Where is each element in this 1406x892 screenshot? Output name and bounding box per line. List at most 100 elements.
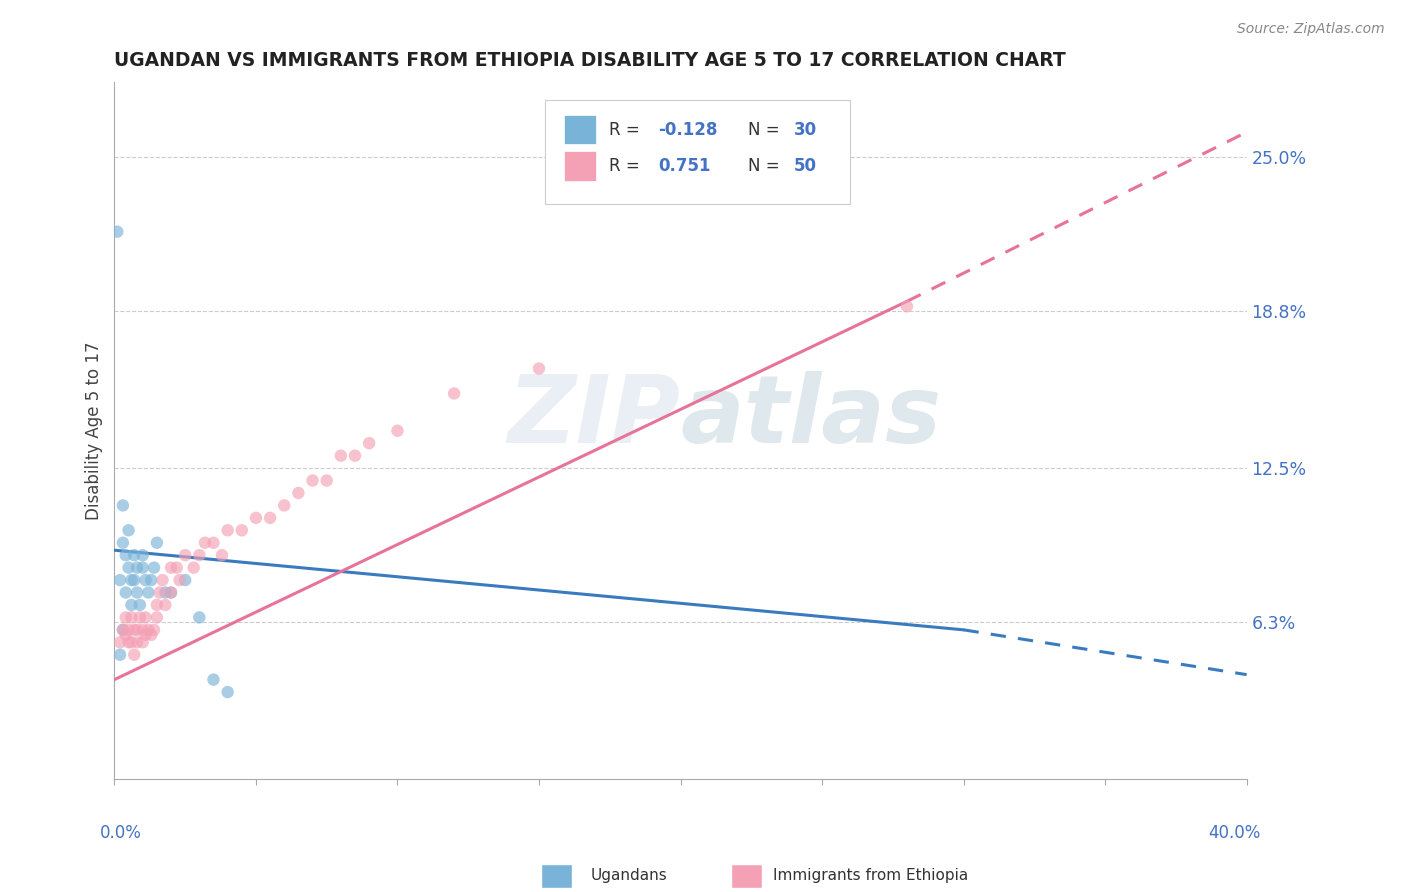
Point — [231, 524, 253, 538]
Point — [174, 573, 197, 587]
Point — [120, 610, 142, 624]
Point — [387, 424, 409, 438]
Point — [138, 623, 160, 637]
Point — [111, 535, 134, 549]
Point — [122, 548, 145, 562]
Y-axis label: Disability Age 5 to 17: Disability Age 5 to 17 — [86, 342, 103, 520]
Point — [108, 573, 131, 587]
Point — [141, 628, 163, 642]
Point — [125, 560, 148, 574]
Text: 0.751: 0.751 — [658, 157, 710, 175]
Point — [287, 486, 309, 500]
Point — [135, 610, 157, 624]
Text: N =: N = — [748, 157, 786, 175]
Point — [245, 511, 267, 525]
Text: UGANDAN VS IMMIGRANTS FROM ETHIOPIA DISABILITY AGE 5 TO 17 CORRELATION CHART: UGANDAN VS IMMIGRANTS FROM ETHIOPIA DISA… — [114, 51, 1066, 70]
Point — [217, 524, 239, 538]
Point — [146, 535, 169, 549]
Point — [160, 585, 183, 599]
Text: Source: ZipAtlas.com: Source: ZipAtlas.com — [1237, 22, 1385, 37]
Point — [135, 573, 157, 587]
Text: Ugandans: Ugandans — [591, 869, 668, 883]
Point — [273, 499, 295, 513]
Text: 0.0%: 0.0% — [100, 824, 142, 842]
Text: ZIP: ZIP — [508, 371, 681, 463]
Point — [114, 548, 136, 562]
Point — [117, 635, 139, 649]
Point — [125, 635, 148, 649]
Text: R =: R = — [609, 120, 645, 139]
Point — [149, 585, 172, 599]
Text: atlas: atlas — [681, 371, 942, 463]
Point — [128, 610, 150, 624]
Point — [108, 635, 131, 649]
Point — [211, 548, 233, 562]
Point — [194, 535, 217, 549]
Text: -0.128: -0.128 — [658, 120, 717, 139]
FancyBboxPatch shape — [564, 152, 596, 180]
Point — [202, 673, 225, 687]
Point — [122, 648, 145, 662]
Point — [111, 623, 134, 637]
Point — [117, 623, 139, 637]
Point — [125, 585, 148, 599]
Point — [183, 560, 205, 574]
Point — [343, 449, 366, 463]
Point — [132, 560, 155, 574]
Text: R =: R = — [609, 157, 645, 175]
Point — [141, 573, 163, 587]
Point — [152, 573, 174, 587]
Point — [135, 628, 157, 642]
Point — [174, 548, 197, 562]
Point — [105, 225, 128, 239]
Text: N =: N = — [748, 120, 786, 139]
Point — [160, 585, 183, 599]
Point — [111, 623, 134, 637]
Point — [143, 623, 166, 637]
Point — [114, 628, 136, 642]
Text: 30: 30 — [794, 120, 817, 139]
Point — [202, 535, 225, 549]
Point — [120, 635, 142, 649]
FancyBboxPatch shape — [544, 100, 851, 204]
Point — [160, 560, 183, 574]
Point — [188, 548, 211, 562]
Point — [896, 299, 918, 313]
Point — [217, 685, 239, 699]
Point — [155, 598, 177, 612]
Point — [259, 511, 281, 525]
Point — [117, 560, 139, 574]
FancyBboxPatch shape — [564, 115, 596, 145]
Text: 40.0%: 40.0% — [1208, 824, 1261, 842]
Point — [143, 560, 166, 574]
Point — [114, 610, 136, 624]
Point — [117, 524, 139, 538]
Point — [122, 623, 145, 637]
Point — [155, 585, 177, 599]
Point — [146, 610, 169, 624]
Point — [527, 361, 550, 376]
Point — [128, 598, 150, 612]
Point — [120, 598, 142, 612]
Point — [359, 436, 381, 450]
Point — [146, 598, 169, 612]
Point — [108, 648, 131, 662]
Point — [114, 585, 136, 599]
Point — [138, 585, 160, 599]
Point — [111, 499, 134, 513]
Point — [122, 573, 145, 587]
Point — [169, 573, 191, 587]
Point — [132, 635, 155, 649]
Point — [132, 623, 155, 637]
Point — [443, 386, 465, 401]
Text: Immigrants from Ethiopia: Immigrants from Ethiopia — [773, 869, 969, 883]
Point — [301, 474, 323, 488]
Point — [132, 548, 155, 562]
Point — [125, 623, 148, 637]
Point — [120, 573, 142, 587]
Text: 50: 50 — [794, 157, 817, 175]
Point — [188, 610, 211, 624]
Point — [315, 474, 337, 488]
Point — [166, 560, 188, 574]
Point — [329, 449, 352, 463]
